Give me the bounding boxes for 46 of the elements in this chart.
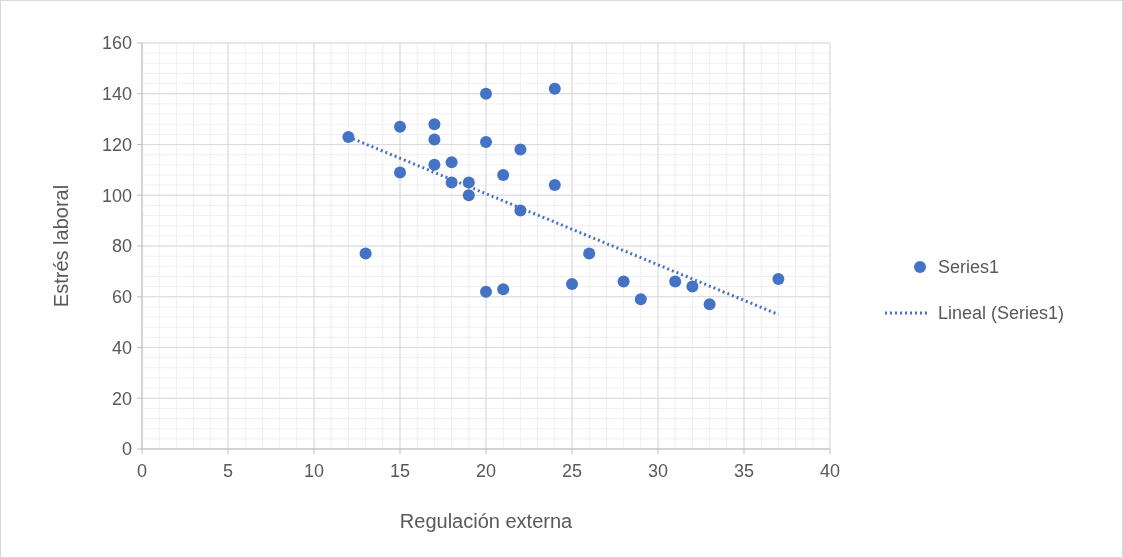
y-tick-label: 40 xyxy=(111,337,132,358)
x-tick-label: 35 xyxy=(733,461,755,481)
point xyxy=(359,247,372,260)
legend-label: Series1 xyxy=(938,257,1000,278)
y-tick-label: 60 xyxy=(111,287,132,308)
y-tick-label: 120 xyxy=(101,134,132,155)
point xyxy=(394,166,406,179)
y-axis-title: Estrés laboral xyxy=(50,184,72,308)
point xyxy=(480,87,492,100)
point xyxy=(686,280,699,293)
point xyxy=(394,120,406,133)
y-tick-label: 160 xyxy=(101,33,132,54)
x-tick-label: 15 xyxy=(389,461,411,481)
y-tick-label: 100 xyxy=(101,185,132,206)
point xyxy=(497,168,510,181)
x-tick-label: 20 xyxy=(475,461,497,481)
point xyxy=(548,179,561,192)
x-axis-title: Regulación externa xyxy=(399,510,574,532)
x-tick-label: 10 xyxy=(303,461,325,481)
y-tick-label: 0 xyxy=(121,439,132,460)
point xyxy=(617,275,630,288)
point xyxy=(583,247,596,260)
point xyxy=(480,135,492,148)
point xyxy=(703,298,716,311)
point xyxy=(428,133,441,146)
x-tick-label: 5 xyxy=(222,461,234,481)
legend-label: Lineal (Series1) xyxy=(938,303,1065,324)
y-tick-label: 80 xyxy=(111,236,132,257)
x-tick-label: 30 xyxy=(647,461,669,481)
point xyxy=(428,118,441,131)
point xyxy=(480,285,492,298)
point xyxy=(497,283,510,296)
point xyxy=(669,275,682,288)
y-tick-label: 140 xyxy=(101,84,132,105)
x-tick-label: 40 xyxy=(819,461,841,481)
point xyxy=(634,293,647,306)
point xyxy=(514,143,527,156)
point xyxy=(462,189,475,202)
x-tick-label: 25 xyxy=(561,461,583,481)
point xyxy=(772,272,785,285)
point xyxy=(548,82,561,95)
y-tick-label: 20 xyxy=(111,388,132,409)
point xyxy=(428,158,441,171)
point xyxy=(566,278,578,291)
x-tick-label: 0 xyxy=(136,461,148,481)
point xyxy=(445,156,458,169)
